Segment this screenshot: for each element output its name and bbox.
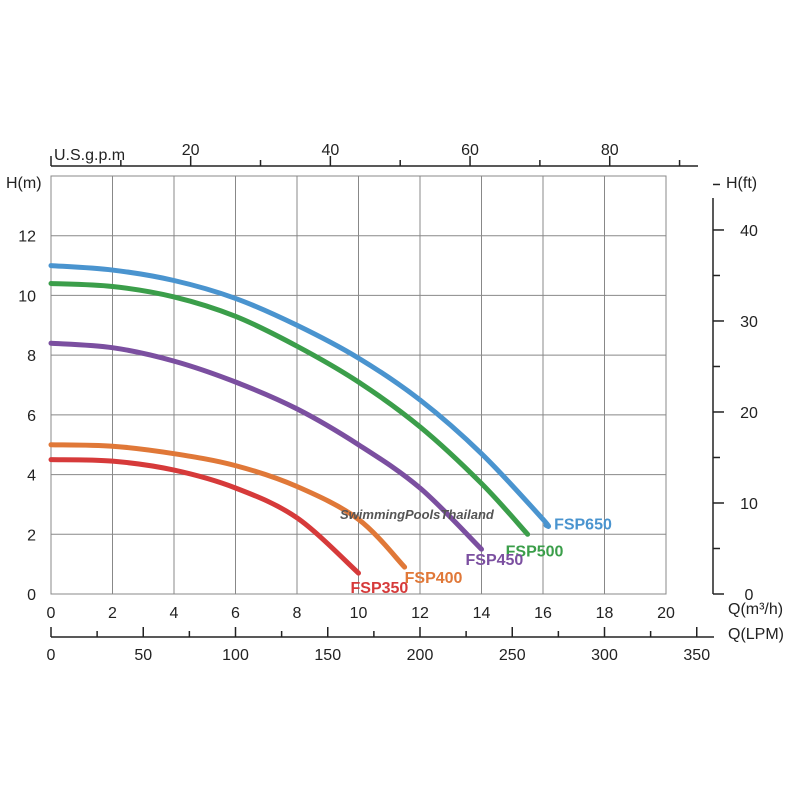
x-tick-label: 10 — [350, 605, 368, 622]
x-lpm-tick-label: 50 — [134, 647, 152, 664]
series-line-fsp650 — [48, 263, 552, 529]
y2-tick-label: 10 — [740, 496, 758, 513]
series-line-fsp500 — [48, 280, 531, 537]
y-tick-label: 2 — [27, 527, 36, 544]
x-tick-label: 0 — [47, 605, 56, 622]
y-tick-label: 0 — [27, 587, 36, 604]
labels: 0 2 4 6 8 10 12 0 2 4 6 8 10 12 14 16 18 20 20 40 60 80 0 10 20 3… — [18, 142, 758, 664]
y-tick-label: 6 — [27, 408, 36, 425]
y2-tick-label: 40 — [740, 223, 758, 240]
x-lpm-tick-label: 350 — [683, 647, 710, 664]
x-tick-label: 4 — [170, 605, 179, 622]
y2-axis-title: H(ft) — [726, 175, 757, 192]
y2-tick-label: 20 — [740, 405, 758, 422]
x-lpm-tick-label: 200 — [407, 647, 434, 664]
series-label-fsp650: FSP650 — [554, 516, 612, 533]
x-top-tick-label: 40 — [321, 142, 339, 159]
x-top-tick-label: 80 — [601, 142, 619, 159]
x-tick-label: 18 — [596, 605, 614, 622]
y-tick-label: 4 — [27, 468, 36, 485]
series-label-fsp450: FSP450 — [466, 552, 524, 569]
series-label-fsp350: FSP350 — [351, 580, 409, 597]
series-line-fsp400 — [48, 442, 408, 570]
series-lines — [48, 263, 552, 576]
y-axis-title: H(m) — [6, 175, 42, 192]
watermark: SwimmingPoolsThailand — [340, 507, 495, 522]
x-tick-label: 12 — [411, 605, 429, 622]
x-tick-label: 2 — [108, 605, 117, 622]
x-tick-label: 6 — [231, 605, 240, 622]
x-tick-label: 14 — [473, 605, 491, 622]
x-lpm-tick-label: 250 — [499, 647, 526, 664]
x-lpm-tick-label: 300 — [591, 647, 618, 664]
x-top-tick-label: 60 — [461, 142, 479, 159]
x-tick-label: 8 — [293, 605, 302, 622]
series-line-fsp450 — [48, 340, 484, 552]
y-tick-label: 12 — [18, 229, 36, 246]
y2-tick-label: 30 — [740, 314, 758, 331]
x-lpm-tick-label: 0 — [47, 647, 56, 664]
x-tick-label: 16 — [534, 605, 552, 622]
y2-tick-label: 0 — [745, 587, 754, 604]
x-axis-title: Q(m³/h) — [728, 601, 783, 618]
series-label-fsp400: FSP400 — [405, 570, 463, 587]
y-tick-label: 8 — [27, 348, 36, 365]
x-top-axis-title: U.S.g.p.m — [54, 147, 125, 164]
series-label-fsp500: FSP500 — [506, 543, 564, 560]
x-top-tick-label: 20 — [182, 142, 200, 159]
x-lpm-tick-label: 100 — [222, 647, 249, 664]
x-lpm-tick-label: 150 — [314, 647, 341, 664]
series-line-fsp350 — [48, 457, 361, 576]
axes — [50, 156, 724, 638]
y-tick-label: 10 — [18, 288, 36, 305]
x-tick-label: 20 — [657, 605, 675, 622]
x-lpm-axis-title: Q(LPM) — [728, 626, 784, 643]
